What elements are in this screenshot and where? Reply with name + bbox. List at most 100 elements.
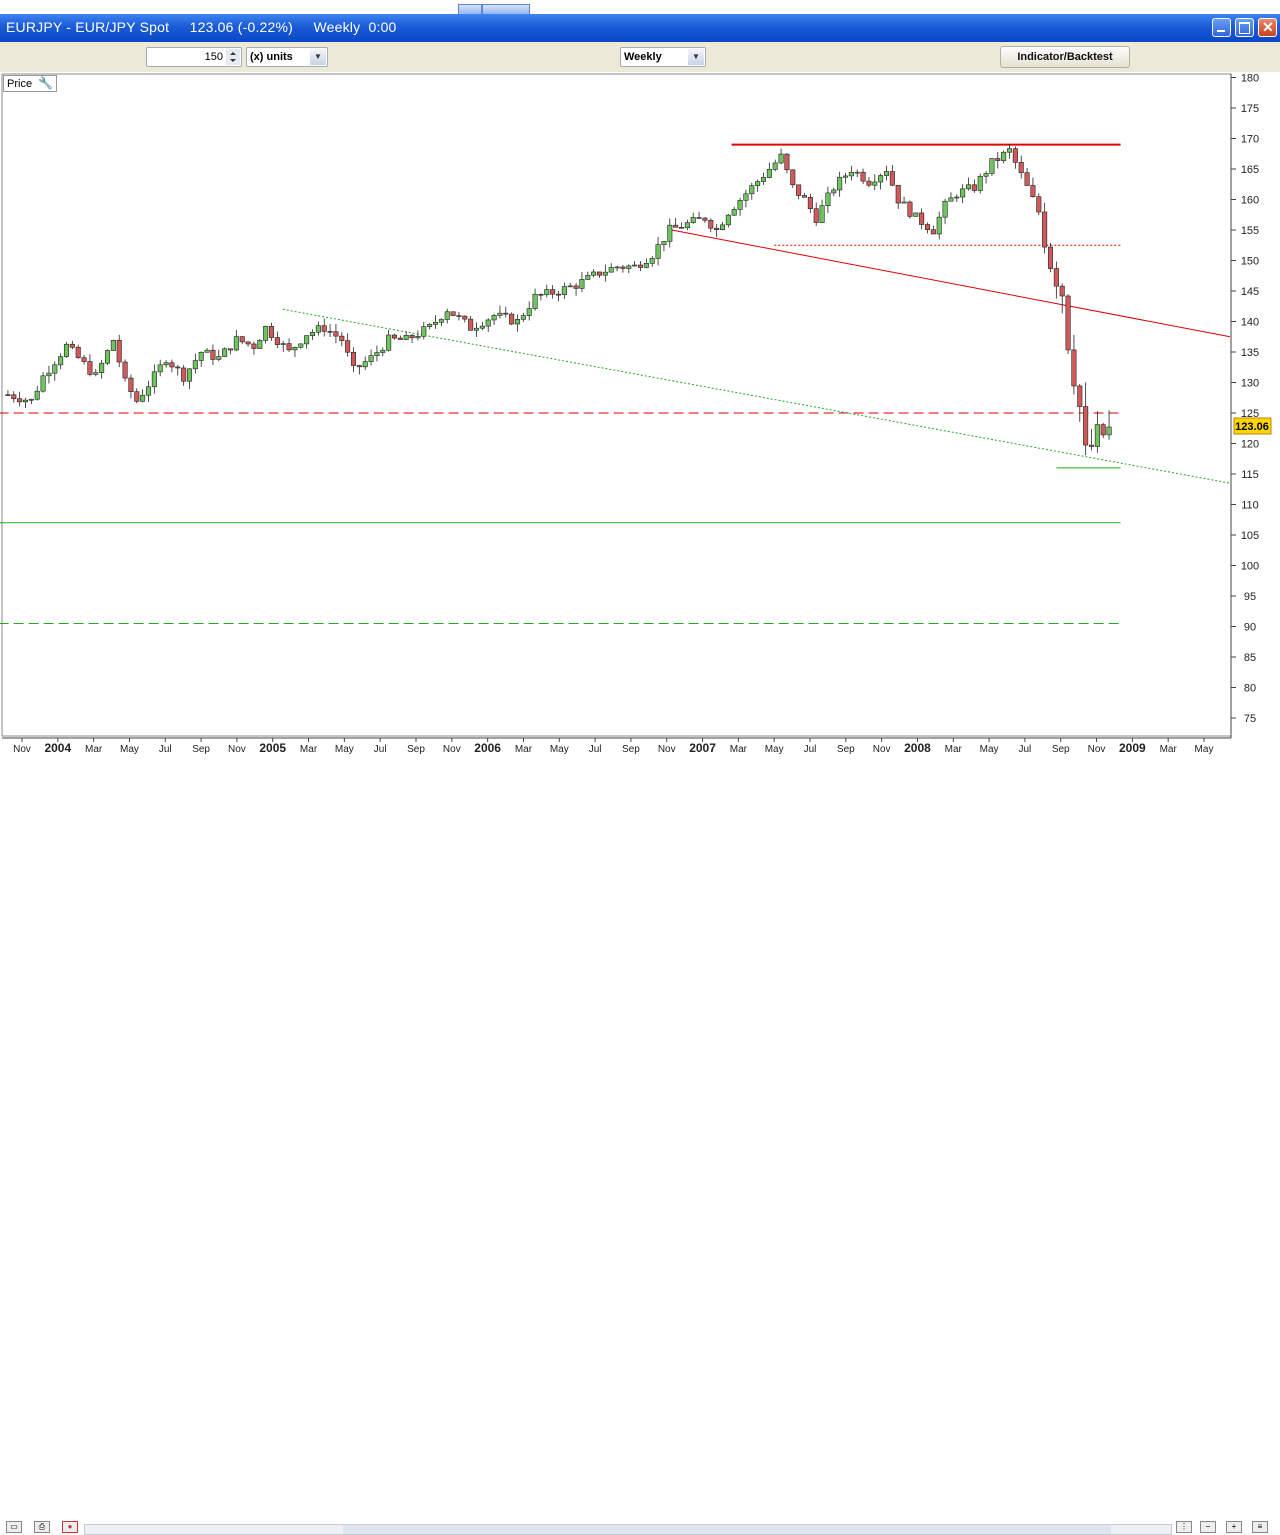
candle-body (116, 339, 122, 363)
maximize-button[interactable] (1235, 18, 1254, 37)
close-button[interactable]: ✕ (1258, 18, 1277, 37)
candle-body (514, 319, 521, 325)
y-tick-label: 105 (1241, 530, 1259, 542)
candle-body (34, 390, 40, 400)
candle-body (1088, 444, 1095, 447)
candle-body (186, 368, 193, 382)
y-tick-label: 85 (1244, 652, 1256, 664)
candle-body (397, 337, 403, 340)
candle-body (684, 222, 690, 229)
print-icon[interactable]: ⎙ (34, 1521, 50, 1533)
candle-body (415, 336, 421, 339)
hidden-window-tab[interactable] (458, 4, 482, 15)
candle-body (52, 364, 58, 374)
candle-body (608, 267, 614, 273)
x-tick-label: May (1195, 744, 1214, 755)
candle-body (948, 197, 954, 202)
units-select[interactable]: (x) units ▼ (246, 47, 328, 67)
indicator-backtest-button[interactable]: Indicator/Backtest (1000, 46, 1130, 68)
candles (5, 144, 1112, 456)
green-trendline-line (282, 308, 1231, 484)
candle-body (813, 208, 819, 223)
chevron-down-icon[interactable]: ▼ (688, 49, 704, 65)
candle-body (854, 171, 860, 174)
candle-body (5, 394, 11, 397)
price-chart[interactable]: 180 175 170 165 160 155 150 145 140 135 130 125 120 1… (0, 72, 1280, 760)
last-price-tag (1233, 417, 1272, 435)
candle-body (1001, 151, 1007, 161)
candle-body (1042, 211, 1048, 248)
candle-body (181, 367, 187, 382)
candle-body (555, 293, 562, 296)
grip-icon[interactable]: ⋮ (1176, 1521, 1192, 1533)
y-tick-label: 165 (1241, 164, 1259, 176)
y-tick-label: 80 (1244, 683, 1256, 695)
x-tick-label: Nov (13, 744, 31, 755)
spinner-arrows-icon[interactable] (226, 49, 240, 65)
candle-body (362, 361, 368, 368)
candle-body (1024, 172, 1030, 186)
candle-body (561, 286, 567, 295)
candle-body (192, 360, 198, 370)
candle-body (198, 352, 204, 361)
x-tick-label: Sep (1052, 744, 1070, 755)
y-tick-label: 170 (1241, 134, 1259, 146)
candle-body (544, 289, 550, 296)
x-tick-label: Nov (443, 744, 461, 755)
keyboard-icon[interactable]: ▭ (6, 1521, 22, 1533)
candle-body (479, 325, 485, 329)
candle-body (333, 331, 339, 337)
maximize-icon (1239, 22, 1250, 34)
x-tick-label: 2008 (904, 741, 931, 755)
period-select[interactable]: Weekly ▼ (620, 47, 706, 67)
units-spinner[interactable]: 150 (146, 47, 242, 67)
price-panel-label[interactable]: Price 🔧 (3, 75, 57, 92)
candle-body (632, 264, 638, 267)
candle-body (374, 352, 380, 356)
x-tick-label: Sep (192, 744, 210, 755)
candle-body (233, 336, 239, 351)
candle-body (1030, 185, 1036, 197)
candle-body (280, 343, 286, 345)
candle-body (526, 308, 532, 316)
x-tick-label: May (335, 744, 354, 755)
chevron-down-icon[interactable]: ▼ (310, 49, 326, 65)
x-tick-label: Nov (658, 744, 676, 755)
scrollbar-thumb[interactable] (343, 1525, 1111, 1534)
candle-body (491, 315, 497, 321)
zoom-out-icon[interactable]: − (1200, 1521, 1216, 1533)
candle-body (380, 349, 386, 353)
candle-body (866, 180, 872, 186)
x-tick-label: Mar (1160, 744, 1178, 755)
wrench-icon[interactable]: 🔧 (38, 76, 53, 90)
y-tick-label: 130 (1241, 378, 1259, 390)
candle-body (274, 337, 280, 345)
horizontal-scrollbar[interactable] (84, 1524, 1172, 1535)
candle-body (444, 311, 450, 320)
candle-body (614, 266, 620, 269)
candle-body (831, 189, 837, 194)
chart-area[interactable]: 180 175 170 165 160 155 150 145 140 135 130 125 120 1… (0, 72, 1280, 760)
candle-body (40, 375, 46, 392)
y-tick-label: 155 (1241, 225, 1259, 237)
settings-icon[interactable]: ≡ (1252, 1521, 1268, 1533)
candle-body (122, 361, 128, 379)
candle-body (860, 171, 866, 182)
lock-icon[interactable]: ● (62, 1521, 78, 1533)
candle-body (643, 263, 649, 268)
candle-body (1065, 295, 1071, 351)
taskbar-strip (0, 0, 1280, 15)
candle-body (17, 398, 23, 403)
candle-body (421, 326, 427, 337)
descending-trendline-line (671, 229, 1231, 338)
candle-body (309, 331, 316, 336)
hidden-window-tab[interactable] (482, 4, 530, 15)
zoom-in-icon[interactable]: + (1226, 1521, 1242, 1533)
candle-body (163, 362, 169, 366)
candle-body (391, 334, 398, 339)
candle-body (784, 153, 790, 171)
x-tick-label: Mar (945, 744, 963, 755)
minimize-button[interactable] (1212, 18, 1231, 37)
candle-body (919, 212, 925, 225)
candle-body (22, 399, 29, 403)
